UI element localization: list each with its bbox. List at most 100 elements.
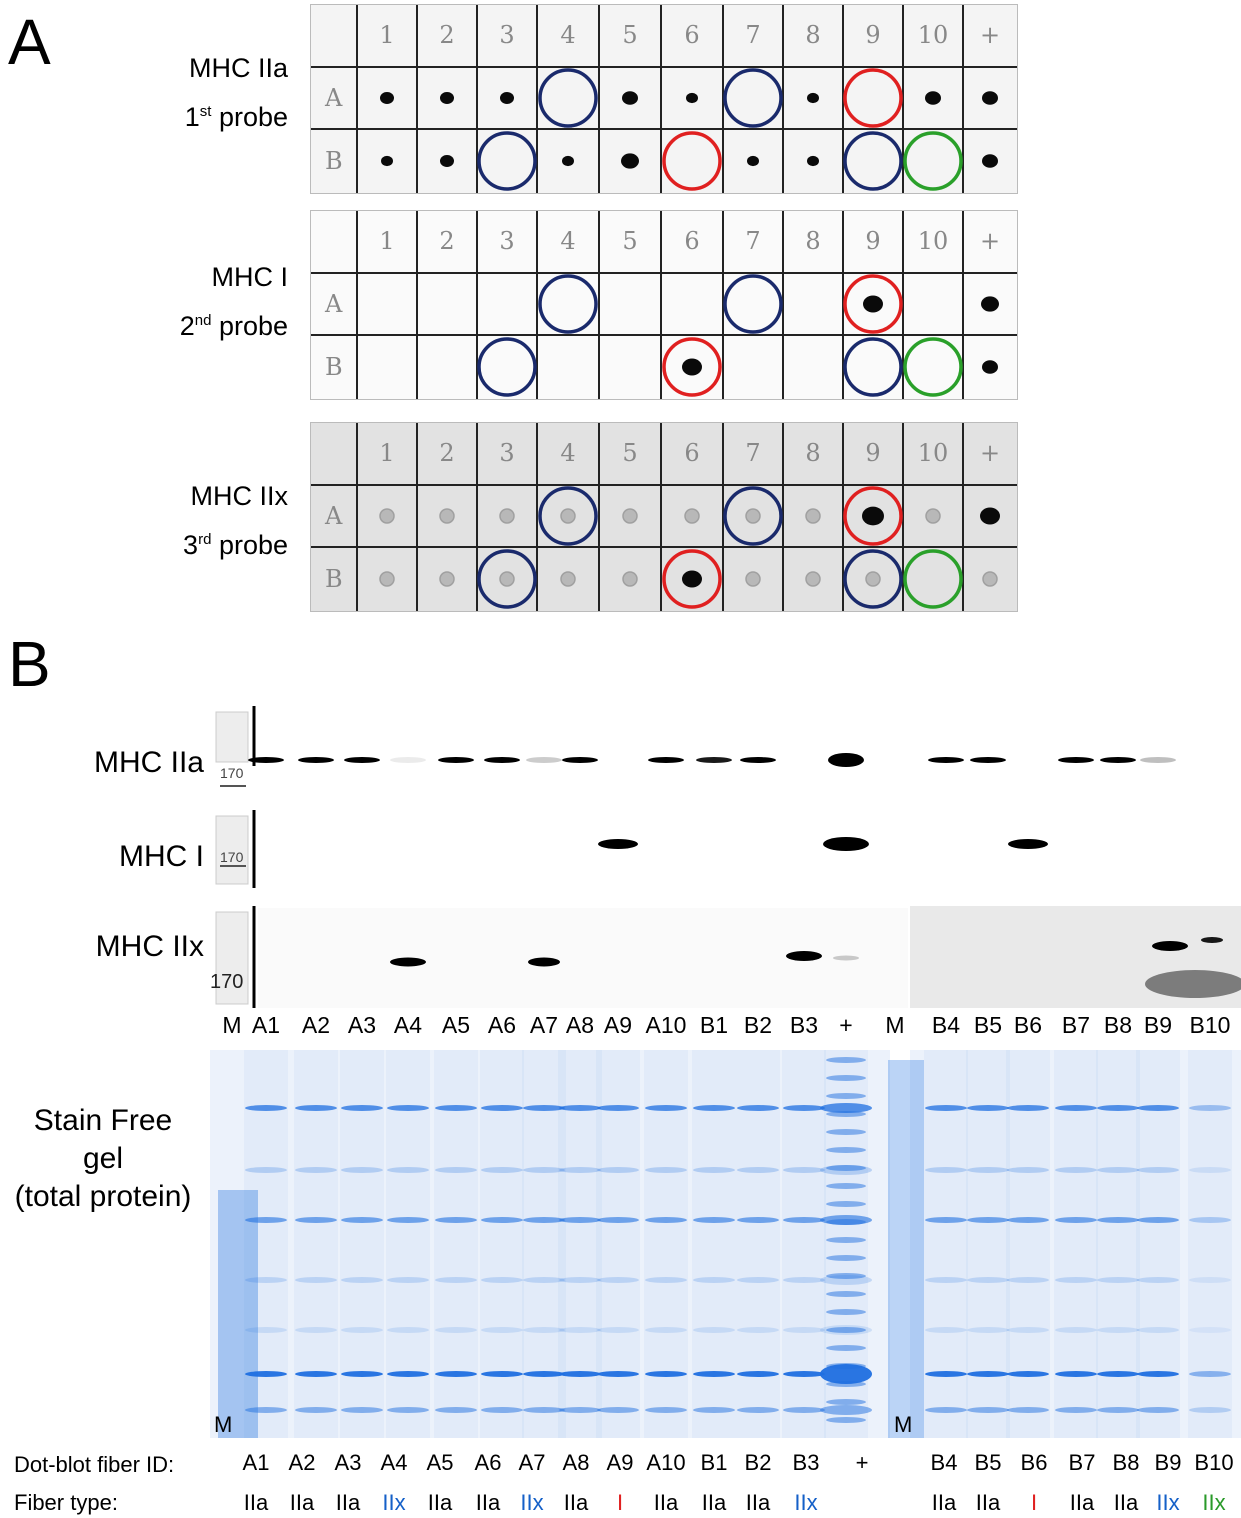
column-number-1: 1 [379, 21, 394, 49]
gel-band [597, 1327, 639, 1333]
gel-band [1137, 1371, 1179, 1377]
gel-band [693, 1105, 735, 1111]
gel-band [1097, 1277, 1139, 1283]
gel-band [925, 1407, 967, 1413]
fiber-id-cell: A3 [334, 1450, 362, 1475]
gel-band [967, 1327, 1009, 1333]
gel-caption: Stain Free gel (total protein) [14, 1104, 192, 1213]
gel-band [523, 1327, 565, 1333]
gel-band [597, 1407, 639, 1413]
gel-band [435, 1277, 477, 1283]
gel-band [387, 1407, 429, 1413]
marker-170-label: 170 [210, 971, 243, 993]
lane-label: A7 [529, 1012, 559, 1038]
fiber-id-cell: B6 [1020, 1450, 1048, 1475]
gel-band [1189, 1327, 1231, 1333]
fiber-id-cell: A2 [288, 1450, 316, 1475]
gel-band [826, 1129, 866, 1135]
gel-band [783, 1327, 825, 1333]
gel-band [820, 1364, 872, 1384]
fiber-type-cell: IIx [1156, 1490, 1180, 1515]
gel-band [387, 1105, 429, 1111]
column-number-1: 1 [379, 439, 394, 467]
gel-marker-m-right: M [894, 1412, 912, 1437]
dot-signal [440, 92, 454, 104]
fiber-highlight-circle [903, 549, 963, 609]
column-number-+: + [980, 227, 1000, 255]
column-number-7: 7 [745, 227, 760, 255]
iia-band [740, 757, 776, 763]
dot-signal [440, 155, 454, 167]
dot-signal [380, 92, 394, 104]
gel-band [783, 1371, 825, 1377]
gel-band [737, 1105, 779, 1111]
fiber-type-cell: IIa [427, 1490, 453, 1515]
fiber-highlight-circle [723, 274, 783, 334]
gel-band [1137, 1407, 1179, 1413]
iia-band [344, 757, 380, 763]
gel-band [295, 1327, 337, 1333]
faint-dot [499, 508, 515, 524]
fiber-highlight-circle [538, 486, 598, 546]
fiber-highlight-circle [903, 337, 963, 397]
fiber-type-cell: IIa [931, 1490, 957, 1515]
column-number-10: 10 [918, 21, 949, 49]
iix-smear [1145, 970, 1241, 998]
fiber-highlight-circle [843, 274, 903, 334]
lane-label: A2 [301, 1012, 331, 1038]
gel-band [295, 1105, 337, 1111]
gel-band [523, 1277, 565, 1283]
gel-band [693, 1407, 735, 1413]
gel-band [645, 1371, 687, 1377]
fiber-id-cell: B5 [974, 1450, 1002, 1475]
iix-band [1152, 941, 1188, 951]
gel-band [1137, 1327, 1179, 1333]
row-letter-A: A [324, 502, 343, 530]
gel-band [597, 1167, 639, 1173]
faint-dot [805, 508, 821, 524]
gel-band [597, 1371, 639, 1377]
gel-band [1097, 1327, 1139, 1333]
column-number-10: 10 [918, 227, 949, 255]
gel-band [559, 1327, 601, 1333]
gel-band [1137, 1217, 1179, 1223]
gel-band [435, 1327, 477, 1333]
faint-dot [925, 508, 941, 524]
gel-band [925, 1277, 967, 1283]
faint-dot [499, 571, 515, 587]
gel-band [826, 1327, 866, 1333]
fiber-highlight-circle [843, 549, 903, 609]
gel-band [597, 1217, 639, 1223]
gel-band [1097, 1217, 1139, 1223]
lane-label: B5 [973, 1012, 1003, 1038]
iia-band [696, 757, 732, 763]
gel-band [737, 1407, 779, 1413]
column-number-5: 5 [622, 227, 637, 255]
gel-band [523, 1217, 565, 1223]
fiber-id-cell: + [855, 1450, 869, 1475]
faint-dot [439, 508, 455, 524]
wb-label-i: MHC I [119, 840, 204, 873]
gel-band [523, 1105, 565, 1111]
fiber-type-cell: IIa [701, 1490, 727, 1515]
gel-band [645, 1167, 687, 1173]
gel-band [645, 1327, 687, 1333]
faint-dot [982, 571, 998, 587]
faint-dot [439, 571, 455, 587]
gel-band [559, 1105, 601, 1111]
gel-band [481, 1371, 523, 1377]
gel-band [783, 1105, 825, 1111]
gel-band [435, 1407, 477, 1413]
iia-band [1140, 757, 1176, 763]
gel-band [967, 1167, 1009, 1173]
faint-dot [560, 571, 576, 587]
iix-band [528, 957, 560, 967]
lane-label: A10 [645, 1012, 687, 1038]
gel-band [967, 1371, 1009, 1377]
gel-band [1007, 1217, 1049, 1223]
faint-dot [379, 571, 395, 587]
column-number-6: 6 [684, 227, 699, 255]
dot-blot-membrane-3: 1 2 3 4 5 6 7 8 9 10 + A B [310, 422, 1018, 612]
dot-signal [982, 91, 998, 105]
column-number-4: 4 [560, 439, 575, 467]
